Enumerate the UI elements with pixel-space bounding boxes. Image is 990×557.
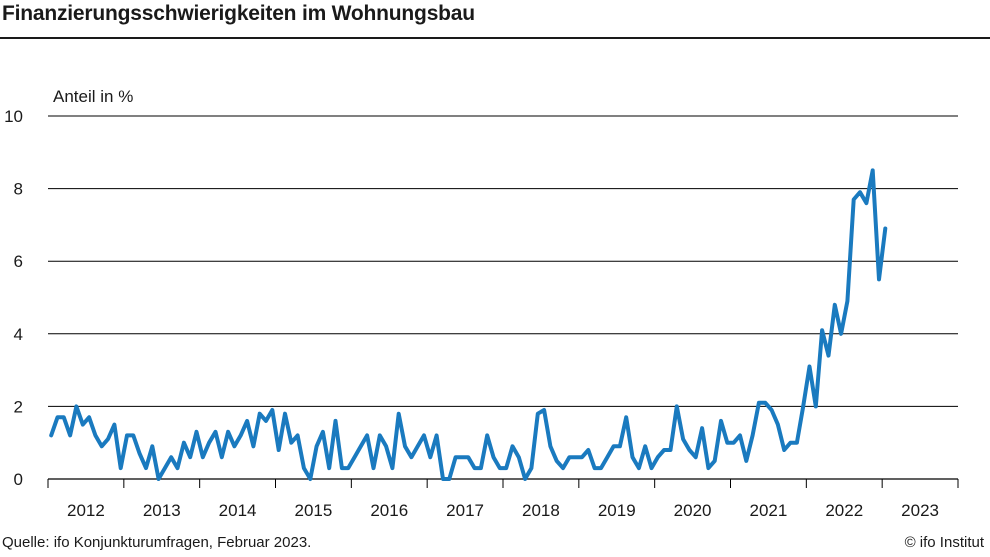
chart-title: Finanzierungsschwierigkeiten im Wohnungs…: [2, 2, 475, 25]
x-tick-label: 2018: [522, 501, 560, 520]
x-tick-label: 2023: [901, 501, 939, 520]
x-tick-label: 2022: [825, 501, 863, 520]
x-tick-label: 2019: [598, 501, 636, 520]
x-tick-label: 2021: [750, 501, 788, 520]
x-tick-label: 2013: [143, 501, 181, 520]
y-tick-label: 0: [14, 470, 23, 489]
x-tick-label: 2016: [370, 501, 408, 520]
x-tick-label: 2014: [219, 501, 257, 520]
x-tick-label: 2012: [67, 501, 105, 520]
y-tick-label: 10: [4, 107, 23, 126]
x-tick-label: 2020: [674, 501, 712, 520]
y-axis-label: Anteil in %: [53, 87, 133, 106]
y-tick-label: 2: [14, 397, 23, 416]
source-note: Quelle: ifo Konjunkturumfragen, Februar …: [2, 534, 312, 551]
title-divider: [0, 37, 990, 39]
axes: 0 2 4 6 8 10 2012 2013 2014 2015 2016 2017 2018 2019 2…: [4, 107, 959, 520]
y-tick-label: 8: [14, 180, 23, 199]
series: [49, 168, 888, 481]
x-tick-label: 2017: [446, 501, 484, 520]
x-tick-label: 2015: [295, 501, 333, 520]
grid-lines: [48, 115, 958, 407]
y-tick-label: 4: [14, 325, 23, 344]
series-line: [49, 168, 888, 481]
copyright-credit: © ifo Institut: [904, 534, 984, 551]
line-chart: 0 2 4 6 8 10 2012 2013 2014 2015 2016 2017 2018 2019 2…: [4, 87, 959, 520]
y-tick-label: 6: [14, 252, 23, 271]
